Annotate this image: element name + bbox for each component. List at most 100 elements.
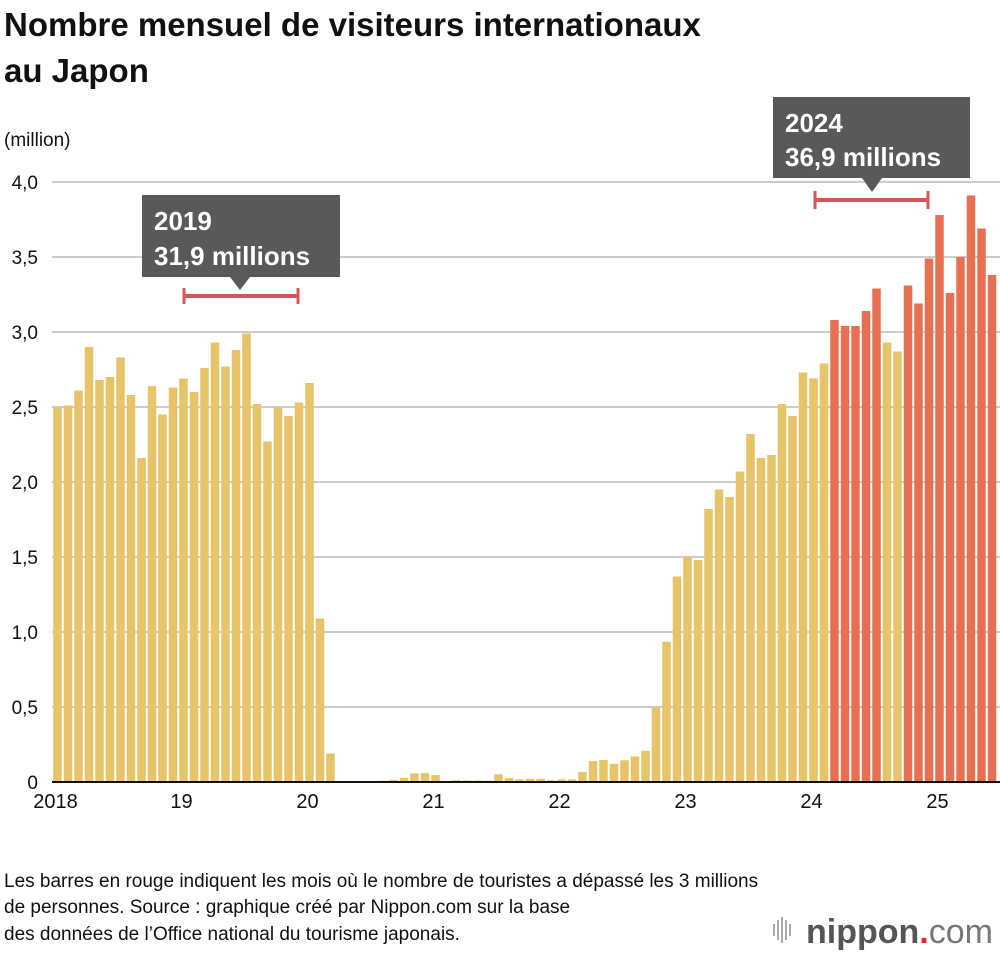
footnote-line-3: des données de l’Office national du tour… xyxy=(4,924,460,945)
bar-month-23 xyxy=(284,416,293,782)
annotation-2024: 2024 36,9 millions xyxy=(773,97,970,209)
footnote-line-2: de personnes. Source : graphique créé pa… xyxy=(4,897,570,918)
bar-month-77 xyxy=(851,326,860,782)
bar-month-78 xyxy=(861,311,871,782)
bar-month-60 xyxy=(672,576,682,782)
bar-month-57 xyxy=(641,750,650,782)
bar-month-24 xyxy=(294,402,304,782)
bar-month-19 xyxy=(242,333,251,782)
callout-total: 36,9 millions xyxy=(785,142,941,172)
bar-month-52 xyxy=(588,761,598,782)
bar-month-16 xyxy=(210,342,220,782)
bar-month-55 xyxy=(620,760,629,782)
bar-month-45 xyxy=(515,779,524,782)
callout-total: 31,9 millions xyxy=(154,241,310,271)
y-tick-label: 2,0 xyxy=(12,473,38,494)
bar-month-75 xyxy=(830,320,839,782)
bar-month-58 xyxy=(651,707,661,782)
callout-year: 2019 xyxy=(154,206,212,236)
range-bracket xyxy=(813,191,930,209)
y-tick-labels: 0 0,5 1,0 1,5 2,0 2,5 3,0 3,5 4,0 xyxy=(12,173,38,794)
callout-box xyxy=(773,97,970,178)
bar-month-51 xyxy=(578,772,587,782)
bar-month-37 xyxy=(431,775,440,782)
callout-pointer xyxy=(862,178,882,192)
callout-pointer xyxy=(230,277,250,290)
bar-month-7 xyxy=(116,357,125,782)
bar-month-59 xyxy=(662,641,671,782)
x-tick-labels: 2018 19 20 21 22 23 24 25 xyxy=(33,791,948,813)
y-tick-label: 3,0 xyxy=(12,323,38,344)
bar-month-12 xyxy=(168,387,178,782)
bar-month-85 xyxy=(935,215,944,782)
y-tick-label: 0 xyxy=(27,773,38,794)
bar-month-68 xyxy=(756,458,766,782)
bar-month-62 xyxy=(693,560,703,782)
y-tick-label: 0,5 xyxy=(12,698,38,719)
bar-month-13 xyxy=(179,378,188,782)
nippon-logo: nippon.com xyxy=(773,913,993,951)
bar-month-56 xyxy=(630,756,640,782)
bar-month-72 xyxy=(798,372,808,782)
bar-month-33 xyxy=(389,779,398,782)
bar-month-17 xyxy=(221,366,230,782)
x-tick-label: 21 xyxy=(422,791,444,813)
bars xyxy=(53,195,997,782)
bar-month-5 xyxy=(95,380,104,782)
bar-month-74 xyxy=(819,363,829,782)
bar-month-9 xyxy=(137,458,146,782)
bar-month-14 xyxy=(189,392,199,782)
bar-month-81 xyxy=(893,351,902,782)
bar-month-70 xyxy=(777,404,787,782)
bar-month-34 xyxy=(399,777,409,782)
bar-month-73 xyxy=(809,378,818,782)
bar-month-26 xyxy=(315,618,325,782)
bar-month-86 xyxy=(945,293,955,782)
annotation-2019: 2019 31,9 millions xyxy=(142,195,340,304)
bar-month-35 xyxy=(410,773,419,782)
y-tick-label: 3,5 xyxy=(12,248,38,269)
y-tick-label: 1,0 xyxy=(12,623,38,644)
callout-year: 2024 xyxy=(785,108,843,138)
bar-month-71 xyxy=(788,416,797,782)
bar-month-46 xyxy=(525,778,535,782)
x-tick-label: 23 xyxy=(674,791,696,813)
bar-month-18 xyxy=(231,350,241,782)
bar-month-82 xyxy=(903,285,913,782)
callout-box xyxy=(142,195,340,277)
bar-month-50 xyxy=(567,779,577,782)
y-tick-label: 4,0 xyxy=(12,173,38,194)
x-tick-label: 22 xyxy=(548,791,570,813)
bar-month-22 xyxy=(273,407,283,782)
bar-month-6 xyxy=(105,377,115,782)
bar-month-54 xyxy=(609,763,619,782)
x-tick-label: 25 xyxy=(926,791,948,813)
y-axis-unit: (million) xyxy=(4,130,71,151)
bar-month-53 xyxy=(599,759,608,782)
bar-month-89 xyxy=(977,228,986,782)
bar-month-21 xyxy=(263,441,272,782)
bar-month-15 xyxy=(200,368,209,782)
chart-title-line-2: au Japon xyxy=(4,52,149,89)
bar-month-65 xyxy=(725,497,734,782)
x-tick-label: 20 xyxy=(296,791,318,813)
bar-month-36 xyxy=(420,773,430,782)
bar-month-90 xyxy=(987,275,997,782)
x-tick-label: 19 xyxy=(170,791,192,813)
bar-month-8 xyxy=(126,395,136,782)
bar-month-64 xyxy=(714,489,724,782)
range-bracket xyxy=(182,288,300,304)
bar-month-44 xyxy=(504,778,514,782)
bar-month-76 xyxy=(840,326,850,782)
bar-month-84 xyxy=(924,258,934,782)
bar-month-69 xyxy=(767,455,776,782)
bar-month-10 xyxy=(147,386,157,782)
bar-month-25 xyxy=(305,383,314,782)
bar-month-4 xyxy=(84,347,94,782)
bar-month-79 xyxy=(872,288,881,782)
bar-month-43 xyxy=(494,774,503,782)
bar-month-3 xyxy=(74,390,83,782)
bar-month-87 xyxy=(956,257,965,782)
bar-month-20 xyxy=(252,404,262,782)
